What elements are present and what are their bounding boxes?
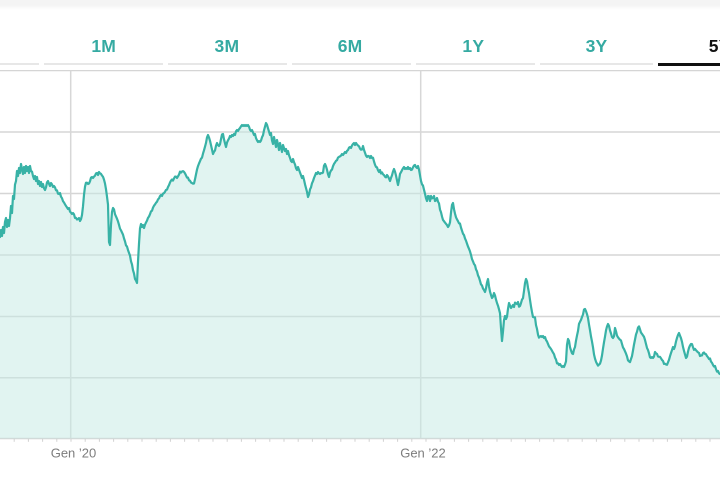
svg-text:Gen ’22: Gen ’22	[400, 446, 446, 461]
svg-text:Gen ’20: Gen ’20	[51, 446, 97, 461]
